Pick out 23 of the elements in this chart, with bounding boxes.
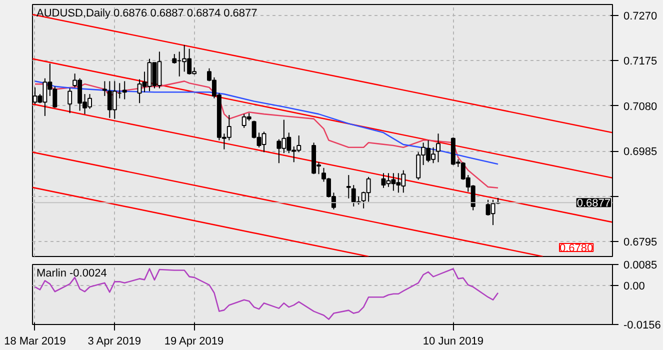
y-tick-label: 0.6985	[624, 146, 658, 158]
candlestick	[68, 88, 72, 114]
line-series	[34, 80, 499, 189]
y-tick-label: -0.0156	[624, 320, 661, 332]
x-tick-label: 10 Jun 2019	[422, 336, 484, 348]
candlestick	[436, 133, 440, 163]
chart-title: Marlin -0.0024	[36, 268, 107, 280]
y-tick-label: 0.7270	[624, 10, 658, 22]
y-tick-label: 0.6795	[624, 236, 658, 249]
y-tick-label: 0.7175	[624, 56, 658, 68]
candlestick	[346, 174, 351, 199]
line-series	[34, 80, 499, 165]
line-series	[34, 268, 499, 320]
x-tick-label: 3 Apr 2019	[88, 336, 141, 348]
x-tick-label: 19 Apr 2019	[164, 336, 224, 348]
ref-line-label: 0.6877	[576, 198, 611, 210]
y-tick-label: 0.7080	[624, 100, 658, 113]
candlestick	[172, 54, 177, 64]
chart-title: AUDUSD,Daily 0.6876 0.6887 0.6874 0.6877	[36, 8, 258, 20]
y-tick-label: 0.0085	[624, 260, 658, 272]
y-tick-label: 0.00	[624, 280, 645, 293]
x-tick-label: 18 Mar 2019	[4, 336, 66, 348]
candlestick	[122, 80, 127, 100]
